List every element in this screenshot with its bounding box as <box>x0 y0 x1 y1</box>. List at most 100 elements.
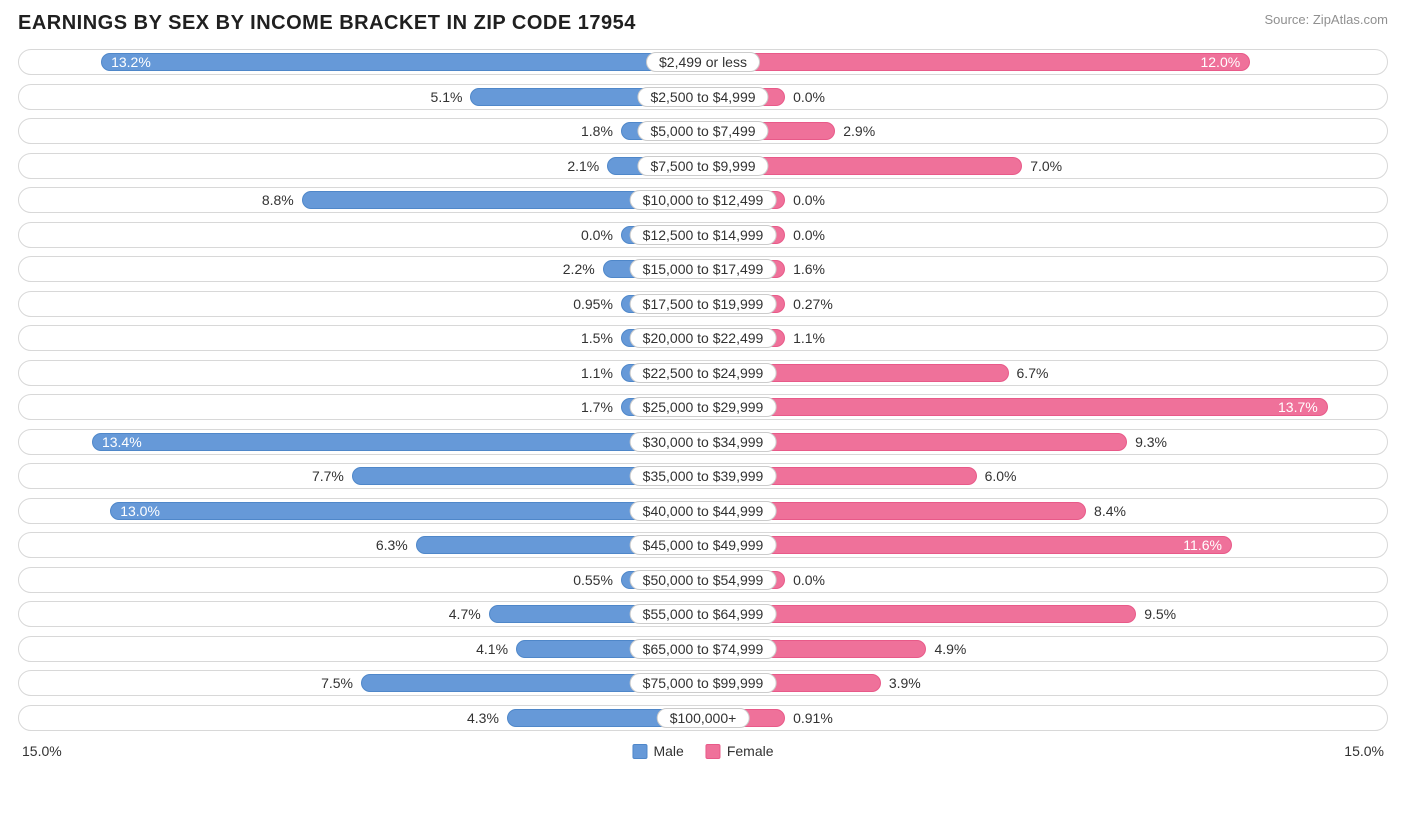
female-pct-label: 6.7% <box>1009 361 1049 385</box>
bar-row: 8.8% 0.0% $10,000 to $12,499 <box>18 187 1388 213</box>
female-half: 9.3% <box>703 430 1387 454</box>
female-half: 8.4% <box>703 499 1387 523</box>
male-pct-label: 1.1% <box>581 361 621 385</box>
legend-male-label: Male <box>653 743 683 759</box>
category-label: $15,000 to $17,499 <box>630 259 777 279</box>
male-half: 7.7% <box>19 464 703 488</box>
category-label: $2,500 to $4,999 <box>637 87 768 107</box>
male-pct-label: 6.3% <box>376 533 416 557</box>
female-pct-label: 0.0% <box>785 223 825 247</box>
chart-container: EARNINGS BY SEX BY INCOME BRACKET IN ZIP… <box>0 0 1406 771</box>
male-half: 0.95% <box>19 292 703 316</box>
female-pct-label: 11.6% <box>703 533 1232 557</box>
category-label: $35,000 to $39,999 <box>630 466 777 486</box>
category-label: $45,000 to $49,999 <box>630 535 777 555</box>
bar-row: 2.2% 1.6% $15,000 to $17,499 <box>18 256 1388 282</box>
male-half: 5.1% <box>19 85 703 109</box>
male-half: 0.0% <box>19 223 703 247</box>
male-pct-label: 4.1% <box>476 637 516 661</box>
female-pct-label: 2.9% <box>835 119 875 143</box>
male-half: 8.8% <box>19 188 703 212</box>
male-pct-label: 7.5% <box>321 671 361 695</box>
bar-row: 2.1% 7.0% $7,500 to $9,999 <box>18 153 1388 179</box>
category-label: $25,000 to $29,999 <box>630 397 777 417</box>
male-half: 13.2% <box>19 50 703 74</box>
category-label: $5,000 to $7,499 <box>637 121 768 141</box>
male-half: 0.55% <box>19 568 703 592</box>
legend-female-label: Female <box>727 743 774 759</box>
female-half: 12.0% <box>703 50 1387 74</box>
category-label: $10,000 to $12,499 <box>630 190 777 210</box>
chart-area: 13.2%12.0%$2,499 or less 5.1% 0.0% $2,500 t… <box>18 49 1388 731</box>
category-label: $65,000 to $74,999 <box>630 639 777 659</box>
chart-footer: 15.0% Male Female 15.0% <box>18 739 1388 763</box>
female-pct-label: 3.9% <box>881 671 921 695</box>
male-pct-label: 1.8% <box>581 119 621 143</box>
bar-row: 4.1% 4.9%$65,000 to $74,999 <box>18 636 1388 662</box>
category-label: $17,500 to $19,999 <box>630 294 777 314</box>
bar-row: 5.1% 0.0% $2,500 to $4,999 <box>18 84 1388 110</box>
female-half: 0.0% <box>703 223 1387 247</box>
female-half: 1.6% <box>703 257 1387 281</box>
female-half: 2.9% <box>703 119 1387 143</box>
male-half: 1.8% <box>19 119 703 143</box>
male-half: 13.4% <box>19 430 703 454</box>
male-half: 4.1% <box>19 637 703 661</box>
male-pct-label: 7.7% <box>312 464 352 488</box>
bar-row: 7.7% 6.0% $35,000 to $39,999 <box>18 463 1388 489</box>
female-pct-label: 6.0% <box>977 464 1017 488</box>
male-half: 4.3% <box>19 706 703 730</box>
female-pct-label: 0.91% <box>785 706 833 730</box>
female-pct-label: 0.27% <box>785 292 833 316</box>
male-half: 13.0% <box>19 499 703 523</box>
female-pct-label: 9.5% <box>1136 602 1176 626</box>
female-half: 0.0% <box>703 568 1387 592</box>
category-label: $7,500 to $9,999 <box>637 156 768 176</box>
category-label: $75,000 to $99,999 <box>630 673 777 693</box>
female-pct-label: 13.7% <box>703 395 1328 419</box>
male-pct-label: 0.55% <box>573 568 621 592</box>
female-half: 1.1% <box>703 326 1387 350</box>
male-half: 1.5% <box>19 326 703 350</box>
bar-row: 1.5% 1.1% $20,000 to $22,499 <box>18 325 1388 351</box>
category-label: $20,000 to $22,499 <box>630 328 777 348</box>
female-half: 4.9% <box>703 637 1387 661</box>
bar-row: 4.3%0.91%$100,000+ <box>18 705 1388 731</box>
female-pct-label: 1.6% <box>785 257 825 281</box>
male-pct-label: 0.0% <box>581 223 621 247</box>
male-half: 2.1% <box>19 154 703 178</box>
category-label: $30,000 to $34,999 <box>630 432 777 452</box>
female-half: 6.0% <box>703 464 1387 488</box>
male-half: 6.3% <box>19 533 703 557</box>
male-pct-label: 2.2% <box>563 257 603 281</box>
bar-row: 4.7%9.5%$55,000 to $64,999 <box>18 601 1388 627</box>
category-label: $12,500 to $14,999 <box>630 225 777 245</box>
male-half: 2.2% <box>19 257 703 281</box>
female-half: 7.0% <box>703 154 1387 178</box>
bar-row: 7.5% 3.9% $75,000 to $99,999 <box>18 670 1388 696</box>
female-half: 0.0% <box>703 85 1387 109</box>
male-pct-label: 5.1% <box>431 85 471 109</box>
female-half: 9.5% <box>703 602 1387 626</box>
female-half: 0.27% <box>703 292 1387 316</box>
female-half: 3.9% <box>703 671 1387 695</box>
female-pct-label: 1.1% <box>785 326 825 350</box>
bar-row: 13.2%12.0%$2,499 or less <box>18 49 1388 75</box>
female-pct-label: 0.0% <box>785 188 825 212</box>
female-pct-label: 7.0% <box>1022 154 1062 178</box>
female-pct-label: 12.0% <box>703 50 1250 74</box>
female-pct-label: 0.0% <box>785 85 825 109</box>
category-label: $55,000 to $64,999 <box>630 604 777 624</box>
female-half: 0.91% <box>703 706 1387 730</box>
bar-row: 0.0% 0.0% $12,500 to $14,999 <box>18 222 1388 248</box>
axis-max-left: 15.0% <box>22 743 62 759</box>
category-label: $40,000 to $44,999 <box>630 501 777 521</box>
bar-row: 6.3% 11.6%$45,000 to $49,999 <box>18 532 1388 558</box>
axis-max-right: 15.0% <box>1344 743 1384 759</box>
male-pct-label: 13.2% <box>101 50 703 74</box>
male-half: 1.7% <box>19 395 703 419</box>
chart-title: EARNINGS BY SEX BY INCOME BRACKET IN ZIP… <box>18 12 636 35</box>
bar-row: 0.55%0.0%$50,000 to $54,999 <box>18 567 1388 593</box>
female-pct-label: 0.0% <box>785 568 825 592</box>
male-pct-label: 2.1% <box>567 154 607 178</box>
